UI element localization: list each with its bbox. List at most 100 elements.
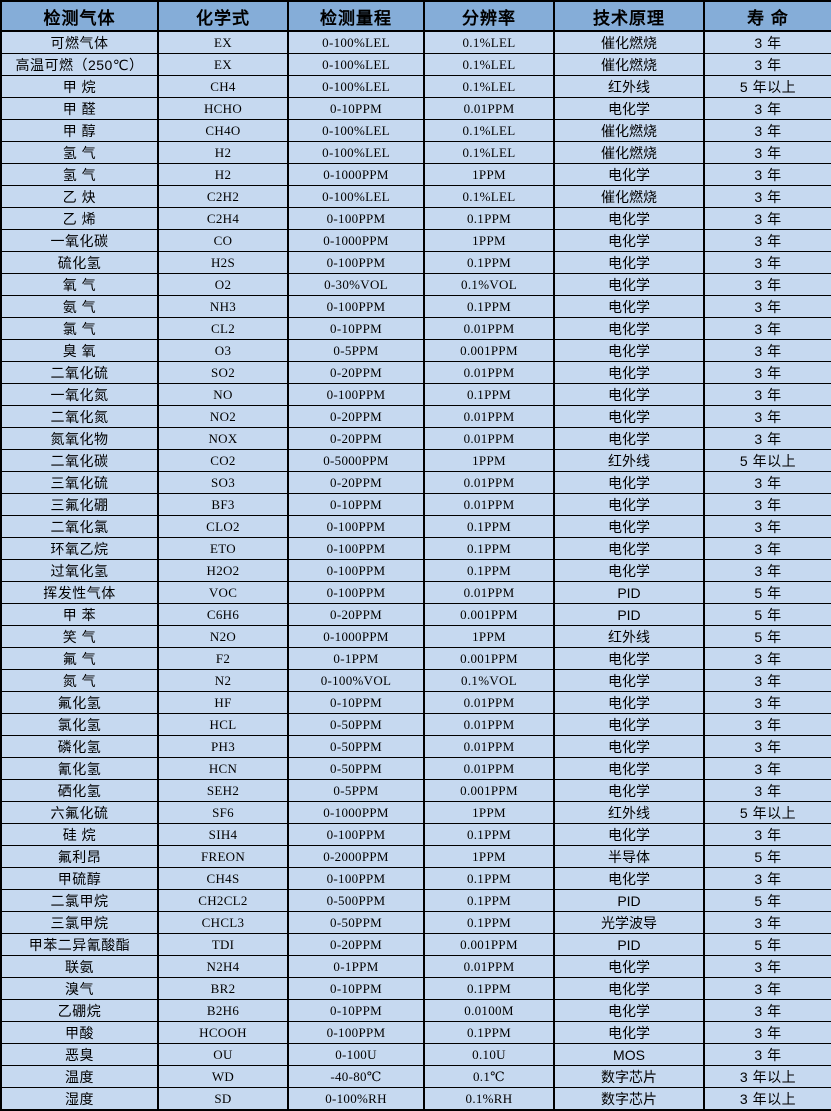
cell-life: 3 年 — [703, 163, 831, 186]
cell-life: 3 年 — [703, 317, 831, 340]
cell-formula: C6H6 — [157, 603, 289, 626]
cell-range: 0-50PPM — [287, 735, 425, 758]
cell-life: 5 年以上 — [703, 801, 831, 824]
cell-range: 0-100PPM — [287, 559, 425, 582]
cell-tech: 电化学 — [553, 207, 705, 230]
cell-tech: 电化学 — [553, 229, 705, 252]
cell-life: 5 年 — [703, 933, 831, 956]
cell-range: 0-20PPM — [287, 603, 425, 626]
table-row: 氟化氢 HF 0-10PPM 0.01PPM 电化学 3 年 — [0, 691, 831, 714]
cell-gas: 笑 气 — [0, 625, 159, 648]
cell-life: 3 年 — [703, 713, 831, 736]
cell-range: 0-10PPM — [287, 691, 425, 714]
cell-gas: 甲 醛 — [0, 97, 159, 120]
cell-gas: 氯化氢 — [0, 713, 159, 736]
table-row: 高温可燃（250℃） EX 0-100%LEL 0.1%LEL 催化燃烧 3 年 — [0, 53, 831, 76]
table-row: 氨 气 NH3 0-100PPM 0.1PPM 电化学 3 年 — [0, 295, 831, 318]
cell-range: 0-5PPM — [287, 339, 425, 362]
table-row: 一氧化氮 NO 0-100PPM 0.1PPM 电化学 3 年 — [0, 383, 831, 406]
table-row: 过氧化氢 H2O2 0-100PPM 0.1PPM 电化学 3 年 — [0, 559, 831, 582]
cell-life: 3 年以上 — [703, 1065, 831, 1088]
cell-res: 0.001PPM — [423, 339, 555, 362]
table-row: 挥发性气体 VOC 0-100PPM 0.01PPM PID 5 年 — [0, 581, 831, 604]
cell-gas: 二氧化碳 — [0, 449, 159, 472]
table-row: 磷化氢 PH3 0-50PPM 0.01PPM 电化学 3 年 — [0, 735, 831, 758]
cell-tech: 光学波导 — [553, 911, 705, 934]
cell-gas: 氯 气 — [0, 317, 159, 340]
cell-res: 1PPM — [423, 845, 555, 868]
cell-range: 0-10PPM — [287, 977, 425, 1000]
cell-life: 3 年 — [703, 1043, 831, 1066]
cell-range: 0-5PPM — [287, 779, 425, 802]
cell-gas: 甲酸 — [0, 1021, 159, 1044]
cell-tech: 电化学 — [553, 691, 705, 714]
cell-range: 0-100PPM — [287, 537, 425, 560]
column-header-formula: 化学式 — [157, 0, 289, 32]
cell-tech: 半导体 — [553, 845, 705, 868]
cell-res: 0.1℃ — [423, 1065, 555, 1088]
cell-tech: 电化学 — [553, 361, 705, 384]
cell-gas: 一氧化氮 — [0, 383, 159, 406]
cell-formula: H2 — [157, 141, 289, 164]
cell-life: 5 年 — [703, 581, 831, 604]
table-row: 甲 烷 CH4 0-100%LEL 0.1%LEL 红外线 5 年以上 — [0, 75, 831, 98]
cell-formula: H2S — [157, 251, 289, 274]
table-row: 氮 气 N2 0-100%VOL 0.1%VOL 电化学 3 年 — [0, 669, 831, 692]
cell-formula: C2H4 — [157, 207, 289, 230]
cell-life: 3 年 — [703, 493, 831, 516]
cell-res: 0.1PPM — [423, 515, 555, 538]
cell-range: 0-50PPM — [287, 911, 425, 934]
cell-gas: 甲 苯 — [0, 603, 159, 626]
cell-formula: HCHO — [157, 97, 289, 120]
table-row: 环氧乙烷 ETO 0-100PPM 0.1PPM 电化学 3 年 — [0, 537, 831, 560]
cell-tech: 电化学 — [553, 757, 705, 780]
cell-life: 3 年 — [703, 405, 831, 428]
cell-res: 0.1%LEL — [423, 185, 555, 208]
cell-res: 0.01PPM — [423, 471, 555, 494]
cell-res: 0.1PPM — [423, 207, 555, 230]
cell-range: 0-1000PPM — [287, 801, 425, 824]
cell-res: 0.01PPM — [423, 691, 555, 714]
table-row: 联氨 N2H4 0-1PPM 0.01PPM 电化学 3 年 — [0, 955, 831, 978]
cell-res: 0.1PPM — [423, 383, 555, 406]
cell-gas: 二氧化氮 — [0, 405, 159, 428]
cell-formula: HCL — [157, 713, 289, 736]
column-header-gas: 检测气体 — [0, 0, 159, 32]
cell-range: 0-100%VOL — [287, 669, 425, 692]
cell-tech: 催化燃烧 — [553, 141, 705, 164]
table-row: 硅 烷 SIH4 0-100PPM 0.1PPM 电化学 3 年 — [0, 823, 831, 846]
table-row: 甲硫醇 CH4S 0-100PPM 0.1PPM 电化学 3 年 — [0, 867, 831, 890]
cell-tech: 电化学 — [553, 669, 705, 692]
cell-res: 0.1%LEL — [423, 75, 555, 98]
cell-gas: 环氧乙烷 — [0, 537, 159, 560]
cell-formula: CH2CL2 — [157, 889, 289, 912]
cell-formula: WD — [157, 1065, 289, 1088]
cell-range: 0-1000PPM — [287, 163, 425, 186]
cell-range: 0-1PPM — [287, 955, 425, 978]
cell-formula: CO2 — [157, 449, 289, 472]
cell-range: 0-100PPM — [287, 581, 425, 604]
cell-life: 3 年 — [703, 823, 831, 846]
table-row: 甲 醛 HCHO 0-10PPM 0.01PPM 电化学 3 年 — [0, 97, 831, 120]
cell-life: 3 年 — [703, 427, 831, 450]
cell-gas: 三氧化硫 — [0, 471, 159, 494]
cell-formula: B2H6 — [157, 999, 289, 1022]
table-row: 氧 气 O2 0-30%VOL 0.1%VOL 电化学 3 年 — [0, 273, 831, 296]
cell-formula: BF3 — [157, 493, 289, 516]
cell-tech: 电化学 — [553, 405, 705, 428]
cell-life: 3 年 — [703, 383, 831, 406]
cell-life: 3 年 — [703, 559, 831, 582]
cell-formula: OU — [157, 1043, 289, 1066]
cell-formula: O2 — [157, 273, 289, 296]
cell-formula: CHCL3 — [157, 911, 289, 934]
table-row: 溴气 BR2 0-10PPM 0.1PPM 电化学 3 年 — [0, 977, 831, 1000]
cell-formula: SD — [157, 1087, 289, 1111]
cell-gas: 氟化氢 — [0, 691, 159, 714]
cell-gas: 温度 — [0, 1065, 159, 1088]
cell-gas: 磷化氢 — [0, 735, 159, 758]
cell-tech: 数字芯片 — [553, 1087, 705, 1111]
cell-range: 0-100PPM — [287, 295, 425, 318]
header-row: 检测气体 化学式 检测量程 分辨率 技术原理 寿 命 — [0, 0, 831, 32]
cell-tech: 电化学 — [553, 823, 705, 846]
cell-gas: 乙 烯 — [0, 207, 159, 230]
